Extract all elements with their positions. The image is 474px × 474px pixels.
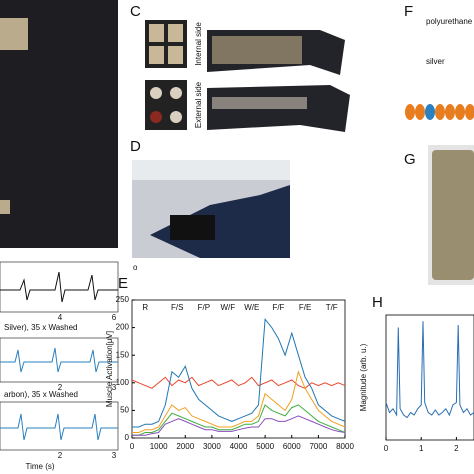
panel-label: H bbox=[372, 294, 383, 311]
panel-label: F bbox=[404, 3, 413, 20]
x-tick-label: 1000 bbox=[150, 442, 168, 451]
electrode-grid bbox=[212, 36, 302, 64]
data-line bbox=[132, 318, 346, 428]
y-tick-label: 100 bbox=[116, 378, 130, 387]
panel-label: C bbox=[130, 3, 141, 20]
snap-row bbox=[212, 97, 307, 109]
y-axis-label: Muscle Activation[μV] bbox=[105, 331, 114, 407]
tick-label: 2 bbox=[58, 451, 63, 460]
y-tick-label: 250 bbox=[116, 295, 130, 304]
y-tick-label: 150 bbox=[116, 350, 130, 359]
trace-caption: Silver), 35 x Washed bbox=[4, 323, 78, 332]
side-label: Internal side bbox=[194, 22, 203, 66]
y-tick-label: 0 bbox=[125, 433, 130, 442]
x-tick-label: 6000 bbox=[283, 442, 301, 451]
photo-external bbox=[145, 80, 187, 130]
data-line bbox=[132, 404, 346, 436]
tick-label: 2 bbox=[58, 383, 63, 392]
segment-label: R bbox=[142, 303, 148, 312]
x-tick-label: 4000 bbox=[230, 442, 248, 451]
x-tick-label: 0 bbox=[130, 442, 135, 451]
segment-label: F/S bbox=[171, 303, 183, 312]
panel-label: E bbox=[118, 275, 128, 292]
sensor-band bbox=[170, 215, 215, 240]
x-tick-label: 3000 bbox=[203, 442, 221, 451]
panel-label: D bbox=[130, 138, 141, 155]
ecg-panel bbox=[0, 261, 119, 451]
tick-label: 6 bbox=[112, 313, 117, 322]
tick-label: 3 bbox=[112, 451, 117, 460]
x-tick-label: 2000 bbox=[176, 442, 194, 451]
x-tick-label: 0 bbox=[384, 444, 389, 453]
patch bbox=[168, 24, 183, 42]
axis-label: Time (s) bbox=[25, 462, 54, 471]
layer-label: silver bbox=[426, 57, 445, 66]
snap bbox=[170, 87, 182, 99]
electrode-patch bbox=[0, 200, 10, 214]
segment-label: F/P bbox=[198, 303, 210, 312]
data-line bbox=[132, 370, 346, 433]
patch bbox=[168, 46, 183, 64]
data-line bbox=[385, 321, 474, 419]
y-tick-label: 200 bbox=[116, 323, 130, 332]
side-label: External side bbox=[194, 81, 203, 128]
y-tick-label: 50 bbox=[120, 406, 129, 415]
photo-bg bbox=[132, 160, 290, 180]
patch bbox=[149, 24, 164, 42]
segment-label: F/E bbox=[299, 303, 311, 312]
electrode-patch bbox=[0, 18, 28, 50]
x-tick-label: 1 bbox=[419, 444, 424, 453]
snap bbox=[150, 87, 162, 99]
data-line bbox=[131, 376, 346, 389]
corner-label: o bbox=[133, 263, 138, 272]
plot-frame bbox=[385, 314, 474, 441]
snap bbox=[170, 111, 182, 123]
fabric bbox=[432, 150, 474, 280]
x-tick-label: 5000 bbox=[256, 442, 274, 451]
tick-label: 4 bbox=[58, 313, 63, 322]
layer-label: polyurethane bbox=[426, 17, 473, 26]
coil bbox=[405, 104, 474, 120]
x-tick-label: 7000 bbox=[309, 442, 327, 451]
y-axis-label: Magnitude (arb. u.) bbox=[359, 343, 368, 411]
x-tick-label: 2 bbox=[454, 444, 459, 453]
segment-label: W/E bbox=[244, 303, 259, 312]
patch bbox=[149, 46, 164, 64]
segment-label: T/F bbox=[326, 303, 338, 312]
segment-label: W/F bbox=[221, 303, 236, 312]
data-line bbox=[132, 415, 346, 436]
trace-caption: arbon), 35 x Washed bbox=[4, 390, 78, 399]
segment-label: F/F bbox=[272, 303, 284, 312]
tick-label: 3 bbox=[112, 383, 117, 392]
panel-label: G bbox=[404, 151, 416, 168]
snap bbox=[150, 111, 162, 123]
x-tick-label: 8000 bbox=[336, 442, 354, 451]
